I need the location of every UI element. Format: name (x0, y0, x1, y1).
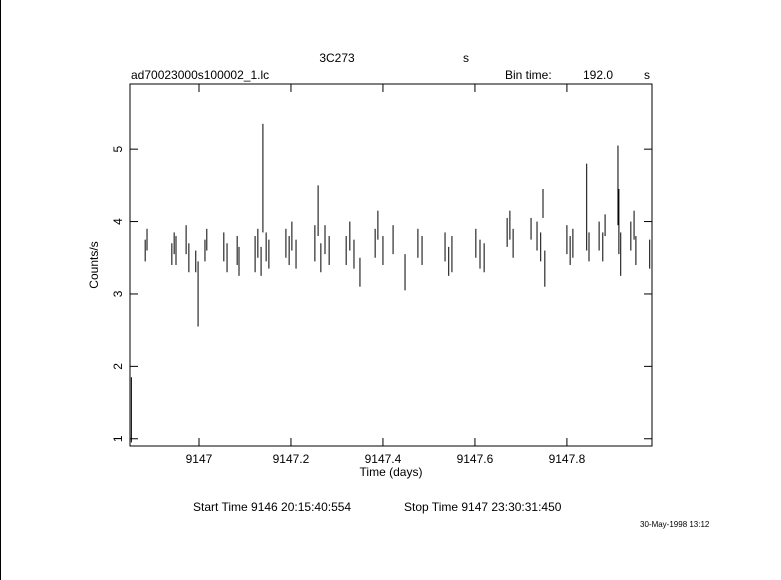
y-tick-label: 5 (111, 146, 125, 153)
y-tick-label: 3 (111, 290, 125, 297)
y-axis-label: Counts/s (87, 241, 101, 288)
x-tick-label: 9147.8 (549, 452, 586, 466)
x-tick-label: 9147.2 (273, 452, 310, 466)
y-tick-label: 2 (111, 363, 125, 370)
subtitle: ad70023000s100002_1.lc (131, 68, 269, 82)
y-tick-label: 1 (111, 435, 125, 442)
x-tick-label: 9147.4 (365, 452, 402, 466)
stop-time: Stop Time 9147 23:30:31:450 (404, 500, 562, 514)
date-stamp: 30-May-1998 13:12 (640, 520, 710, 529)
plot-frame (129, 83, 653, 447)
x-axis-label: Time (days) (360, 465, 423, 479)
bin-time-label: Bin time: (505, 68, 552, 82)
bin-time: 192.0 (583, 68, 613, 82)
x-tick-label: 9147.6 (457, 452, 494, 466)
chart-title: 3C273 (319, 51, 355, 65)
bin-time-unit: s (644, 68, 650, 82)
title-unit: s (463, 51, 469, 65)
x-tick-label: 9147 (186, 452, 213, 466)
y-tick-label: 4 (111, 218, 125, 225)
start-time: Start Time 9146 20:15:40:554 (193, 500, 351, 514)
